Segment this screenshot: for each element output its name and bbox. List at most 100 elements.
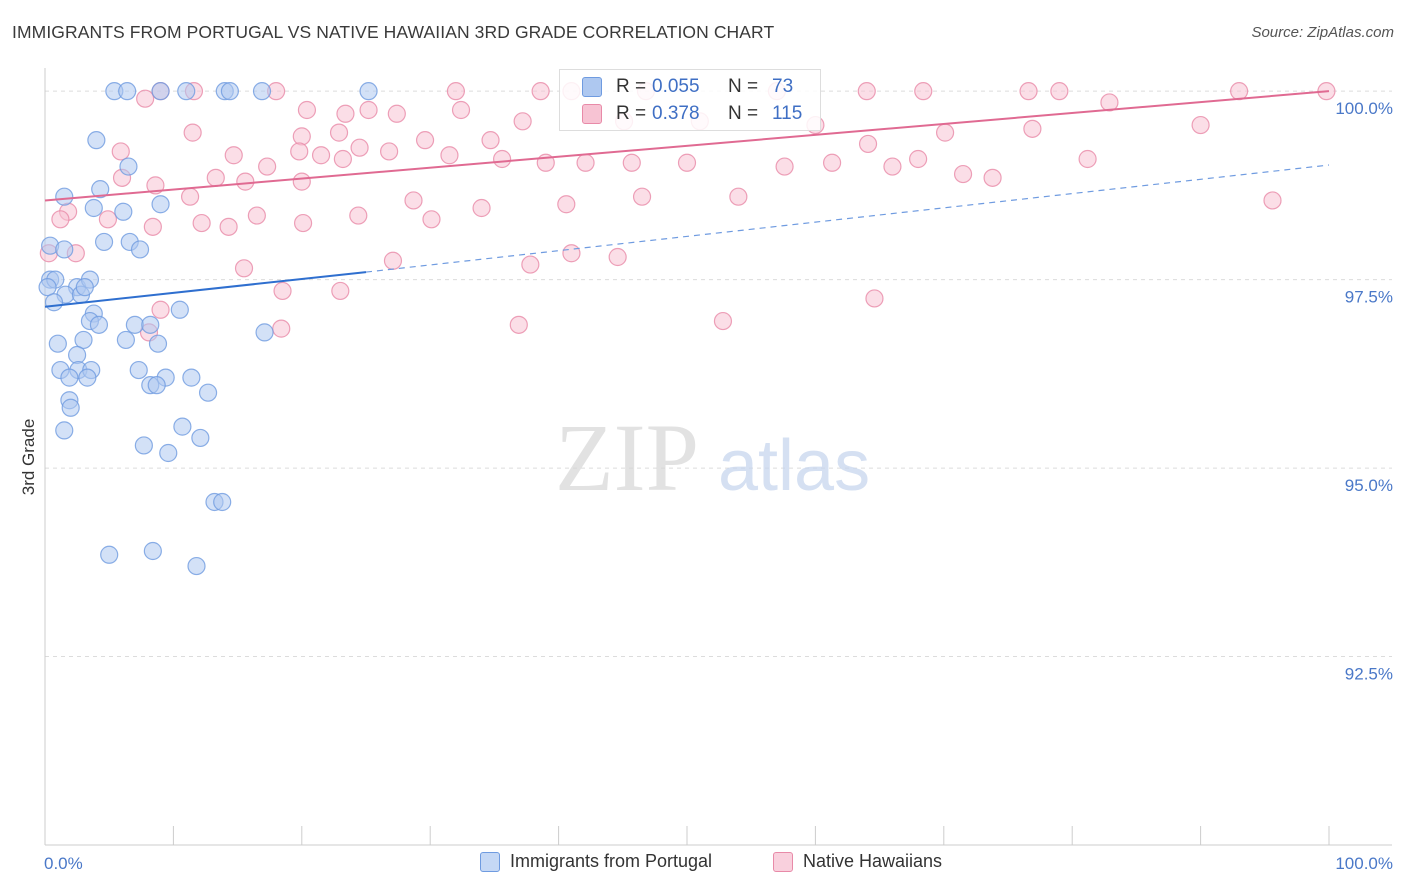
legend: Immigrants from Portugal Native Hawaiian… [0,851,1406,879]
point-hawaiian [531,82,550,101]
point-portugal [44,293,64,312]
point-hawaiian [865,289,884,308]
trend-line-portugal [44,271,367,308]
point-portugal [151,195,170,214]
point-hawaiian [775,157,794,176]
point-hawaiian [273,281,292,301]
point-hawaiian [183,123,202,142]
point-portugal [255,323,274,342]
point-portugal [129,360,148,380]
point-hawaiian [297,100,317,120]
point-hawaiian [272,319,291,338]
point-hawaiian [953,164,973,184]
legend-swatch-portugal [480,851,500,872]
point-hawaiian [336,104,355,123]
source-label: Source: ZipAtlas.com [1251,24,1394,41]
point-hawaiian [136,89,155,108]
legend-item-hawaiian[interactable]: Native Hawaiians [773,851,942,872]
point-hawaiian [98,210,118,229]
stats-legend: R = 0.055 N = 73 R = 0.378 N = 115 [559,69,821,131]
point-hawaiian [258,157,277,176]
point-hawaiian [349,206,368,225]
legend-label-hawaiian: Native Hawaiians [803,851,943,871]
point-hawaiian [292,172,311,191]
n-value: 73 [772,76,794,97]
r-value: 0.055 [652,76,700,97]
point-portugal [198,383,218,402]
point-hawaiian [521,255,540,274]
point-portugal [55,240,74,259]
point-portugal [55,187,74,206]
watermark: ZIP atlas [555,404,870,511]
point-hawaiian [143,217,162,236]
point-portugal [55,421,74,440]
point-portugal [100,545,119,564]
point-hawaiian [1023,119,1042,138]
data-points [38,82,1336,576]
chart-title: IMMIGRANTS FROM PORTUGAL VS NATIVE HAWAI… [12,22,775,42]
point-portugal [148,334,168,353]
point-hawaiian [290,142,309,161]
point-portugal [78,368,97,387]
r-label: R = [616,76,647,97]
point-portugal [89,315,109,334]
point-portugal [177,82,196,101]
point-hawaiian [935,123,955,142]
point-hawaiian [219,217,238,236]
point-portugal [60,368,79,387]
point-portugal [114,202,133,221]
point-hawaiian [1191,115,1210,135]
point-hawaiian [1019,82,1038,101]
point-portugal [187,556,206,576]
point-hawaiian [111,142,130,161]
point-portugal [61,398,80,417]
point-hawaiian [180,187,200,206]
point-portugal [147,376,166,395]
point-hawaiian [1263,191,1282,210]
point-portugal [116,330,135,350]
point-portugal [143,541,162,561]
trend-line-portugal-extension [365,164,1330,273]
point-hawaiian [329,123,349,142]
y-axis-label: 3rd Grade [19,419,38,496]
legend-swatch-hawaiian [773,851,793,872]
point-portugal [134,436,153,455]
legend-item-portugal[interactable]: Immigrants from Portugal [480,851,712,872]
point-hawaiian [247,206,266,225]
point-portugal [173,417,192,436]
point-hawaiian [440,146,459,165]
point-hawaiian [146,176,165,195]
point-hawaiian [236,172,255,191]
point-hawaiian [333,149,352,169]
point-portugal [141,315,160,334]
point-hawaiian [858,134,878,154]
point-hawaiian [292,127,311,146]
point-hawaiian [311,146,331,165]
point-portugal [91,180,110,199]
y-tick-label: 95.0% [1345,476,1393,495]
point-hawaiian [446,82,465,101]
point-hawaiian [51,210,70,229]
point-portugal [170,300,189,319]
point-hawaiian [359,100,378,120]
point-hawaiian [481,131,500,150]
point-hawaiian [380,142,399,161]
point-portugal [118,82,137,101]
point-hawaiian [557,195,576,214]
point-portugal [74,330,93,350]
point-portugal [67,345,87,365]
point-hawaiian [1078,149,1097,169]
point-hawaiian [404,191,423,210]
point-portugal [191,428,210,448]
point-portugal [213,492,232,512]
axes [44,68,1392,846]
point-portugal [75,278,94,297]
point-hawaiian [914,82,933,101]
point-hawaiian [472,198,491,218]
point-hawaiian [493,149,512,169]
point-hawaiian [857,82,876,101]
point-hawaiian [206,168,225,187]
point-portugal [159,443,178,463]
point-hawaiian [509,315,528,334]
